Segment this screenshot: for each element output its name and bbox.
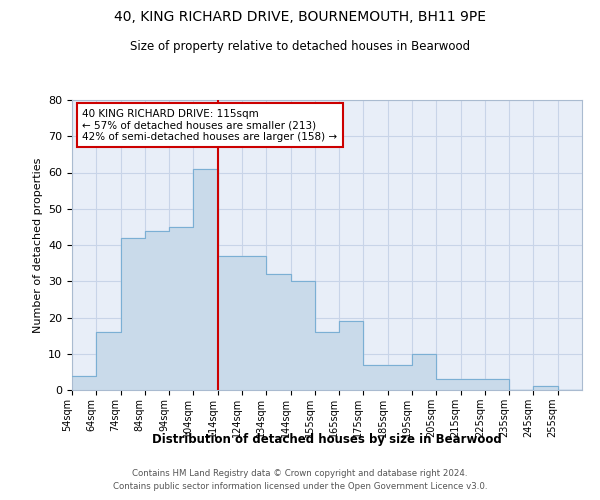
- Text: Contains HM Land Registry data © Crown copyright and database right 2024.: Contains HM Land Registry data © Crown c…: [132, 468, 468, 477]
- Y-axis label: Number of detached properties: Number of detached properties: [32, 158, 43, 332]
- Text: Distribution of detached houses by size in Bearwood: Distribution of detached houses by size …: [152, 432, 502, 446]
- Text: Contains public sector information licensed under the Open Government Licence v3: Contains public sector information licen…: [113, 482, 487, 491]
- Text: 40 KING RICHARD DRIVE: 115sqm
← 57% of detached houses are smaller (213)
42% of : 40 KING RICHARD DRIVE: 115sqm ← 57% of d…: [82, 108, 337, 142]
- Text: 40, KING RICHARD DRIVE, BOURNEMOUTH, BH11 9PE: 40, KING RICHARD DRIVE, BOURNEMOUTH, BH1…: [114, 10, 486, 24]
- Text: Size of property relative to detached houses in Bearwood: Size of property relative to detached ho…: [130, 40, 470, 53]
